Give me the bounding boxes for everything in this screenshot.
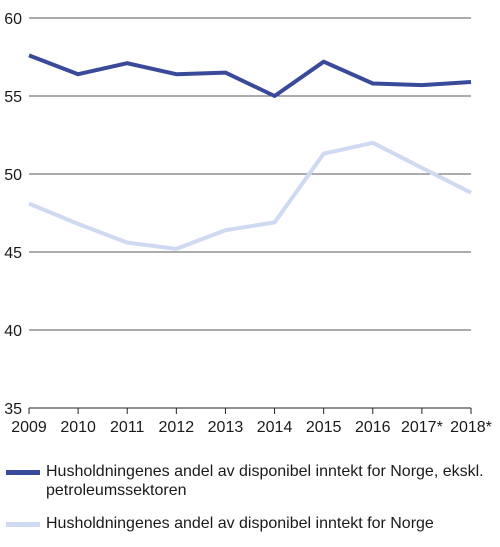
x-tick-label: 2010	[60, 419, 96, 436]
legend: Husholdningenes andel av disponibel innt…	[6, 462, 496, 547]
legend-item-total: Husholdningenes andel av disponibel innt…	[6, 514, 496, 533]
y-tick-label: 55	[4, 89, 22, 106]
series-lines	[28, 53, 472, 251]
gridlines	[29, 17, 471, 409]
x-tick-label: 2014	[257, 419, 293, 436]
y-tick-label: 45	[4, 245, 22, 262]
x-tick-label: 2017*	[401, 419, 443, 436]
series-line-1	[28, 140, 472, 251]
x-tick-label: 2012	[159, 419, 195, 436]
x-tick-label: 2018*	[450, 419, 492, 436]
y-tick-label: 40	[4, 323, 22, 340]
legend-item-excl-petroleum: Husholdningenes andel av disponibel innt…	[6, 462, 496, 500]
legend-label: Husholdningenes andel av disponibel innt…	[46, 515, 434, 532]
legend-swatch-dark	[6, 470, 40, 475]
x-tick-label: 2009	[11, 419, 47, 436]
x-tick-label: 2015	[306, 419, 342, 436]
x-tick-label: 2016	[355, 419, 391, 436]
legend-label: Husholdningenes andel av disponibel innt…	[46, 463, 484, 499]
y-tick-label: 60	[4, 11, 22, 28]
legend-swatch-light	[6, 522, 40, 527]
x-tick-label: 2011	[110, 419, 145, 436]
y-axis: 35 40 45 50 55 60	[4, 11, 22, 418]
x-axis: 2009 2010 2011 2012 2013 2014 2015 2016 2017* 201…	[11, 407, 492, 436]
x-tick-label: 2013	[208, 419, 244, 436]
y-tick-label: 35	[4, 401, 22, 418]
series-line-0	[28, 53, 472, 98]
y-tick-label: 50	[4, 167, 22, 184]
line-chart: 35 40 45 50 55 60 2009 2010 2011 2012 2013 2014 201…	[4, 11, 492, 436]
